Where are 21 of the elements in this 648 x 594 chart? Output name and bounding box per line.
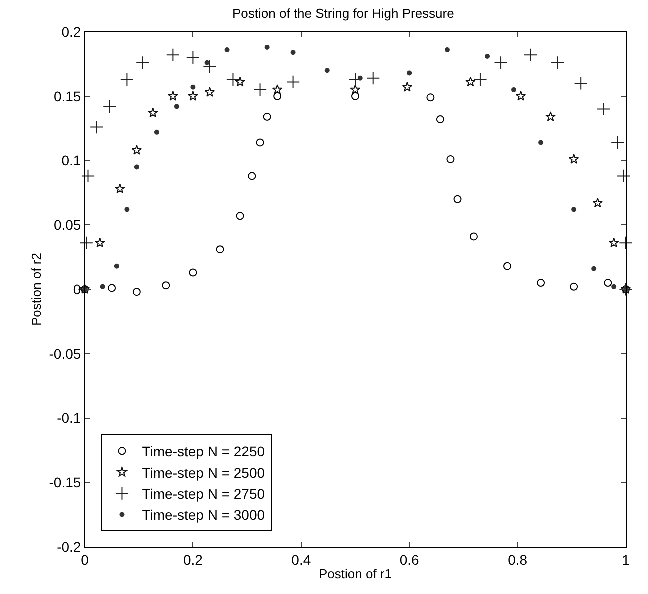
legend-label: Time-step N = 2250	[142, 444, 266, 460]
x-axis-title: Postion of r1	[319, 566, 392, 582]
chart-title: Postion of the String for High Pressure	[232, 6, 454, 22]
x-tick-label: 0.4	[292, 552, 312, 568]
y-axis-title: Postion of r2	[29, 253, 44, 326]
y-tick-label: 0.2	[62, 24, 82, 40]
y-tick-label: -0.2	[57, 538, 82, 555]
x-tick-label: 1	[622, 552, 630, 568]
y-tick-label: -0.15	[49, 474, 82, 491]
y-tick-label: -0.1	[57, 410, 82, 426]
y-tick-label: 0.05	[54, 217, 82, 234]
legend-label: Time-step N = 2500	[142, 464, 266, 481]
legend-label: Time-step N = 3000	[142, 507, 266, 524]
y-tick-label: 0	[73, 281, 82, 298]
x-tick-label: 0.8	[508, 552, 528, 568]
y-tick-label: 0.15	[54, 88, 82, 104]
y-tick-label: -0.05	[49, 346, 82, 362]
y-tick-label: 0.1	[62, 152, 82, 169]
x-tick-label: 0.2	[183, 552, 204, 568]
legend-label: Time-step N = 2750	[142, 486, 266, 502]
x-tick-label: 0.6	[400, 552, 420, 568]
